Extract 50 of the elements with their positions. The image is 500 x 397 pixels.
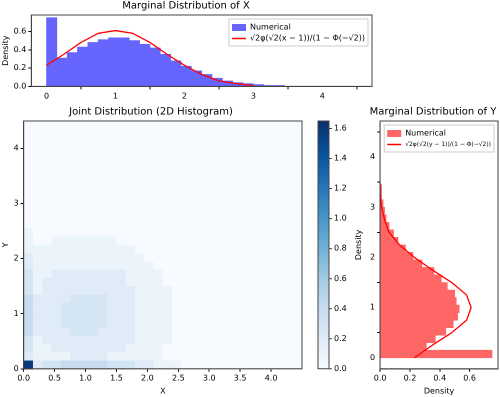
x-tick-label: 3 — [250, 91, 256, 100]
y-tick-label: 3 — [370, 202, 376, 212]
color-bar-label: 1.0 — [334, 214, 347, 223]
x-tick-label: 2.5 — [172, 374, 185, 383]
color-bar-label: 0.6 — [334, 274, 347, 283]
y-tick-label: 0.2 — [14, 63, 26, 72]
y-tick-label: 4 — [14, 144, 19, 153]
x-tick-label: 3.0 — [202, 374, 216, 383]
x-axis-title: Density — [424, 386, 455, 396]
y-tick-label: 4 — [370, 152, 376, 162]
x-tick-label: 1.5 — [110, 374, 123, 383]
y-tick-label: 0.0 — [14, 81, 26, 90]
chart-title: Marginal Distribution of X — [122, 0, 250, 12]
chart-title: Joint Distribution (2D Histogram) — [68, 106, 233, 118]
legend-label: Numerical — [405, 128, 446, 138]
y-tick-label: 0 — [14, 364, 19, 373]
color-bar-label: 1.4 — [334, 154, 347, 163]
legend-label: √2φ(√2(x − 1))/(1 − Φ(−√2)) — [250, 34, 365, 43]
y-tick-label: 0.6 — [14, 26, 26, 36]
x-tick-label: 0.2 — [404, 374, 416, 383]
x-tick-label: 4 — [320, 91, 325, 100]
color-bar-label: 0.8 — [334, 244, 347, 253]
color-bar-label: 1.6 — [334, 124, 347, 133]
x-tick-label: 2 — [182, 91, 187, 100]
y-tick-label: 1 — [14, 308, 19, 318]
x-tick-label: 0.5 — [48, 374, 61, 383]
y-tick-label: 1 — [370, 302, 376, 312]
x-tick-label: 0.4 — [433, 374, 446, 383]
y-tick-label: 3 — [14, 198, 19, 208]
x-tick-label: 3.5 — [234, 374, 247, 383]
y-tick-label: 0 — [370, 352, 376, 362]
color-bar-label: 0.4 — [334, 304, 347, 313]
x-tick-label: 1.0 — [79, 374, 92, 383]
x-tick-label: 0 — [44, 91, 50, 100]
x-axis-title: X — [160, 386, 166, 396]
color-bar-label: 0.0 — [334, 364, 347, 373]
color-bar-title: Density — [354, 229, 364, 260]
chart-title: Marginal Distribution of Y — [370, 106, 498, 118]
x-tick-label: 4.0 — [264, 374, 278, 383]
y-tick-label: 2 — [14, 254, 19, 263]
y-axis-title: Y — [0, 242, 10, 248]
color-bar-label: 1.2 — [334, 184, 347, 193]
x-tick-label: 1 — [112, 91, 118, 100]
x-tick-label: 2.0 — [141, 374, 154, 383]
y-tick-label: 2 — [370, 252, 376, 262]
y-tick-label: 0.4 — [14, 44, 26, 54]
x-tick-label: 0.6 — [463, 374, 476, 383]
y-axis-title: Density — [0, 35, 10, 66]
color-bar-label: 0.2 — [334, 334, 347, 343]
legend-label: Numerical — [250, 22, 291, 32]
